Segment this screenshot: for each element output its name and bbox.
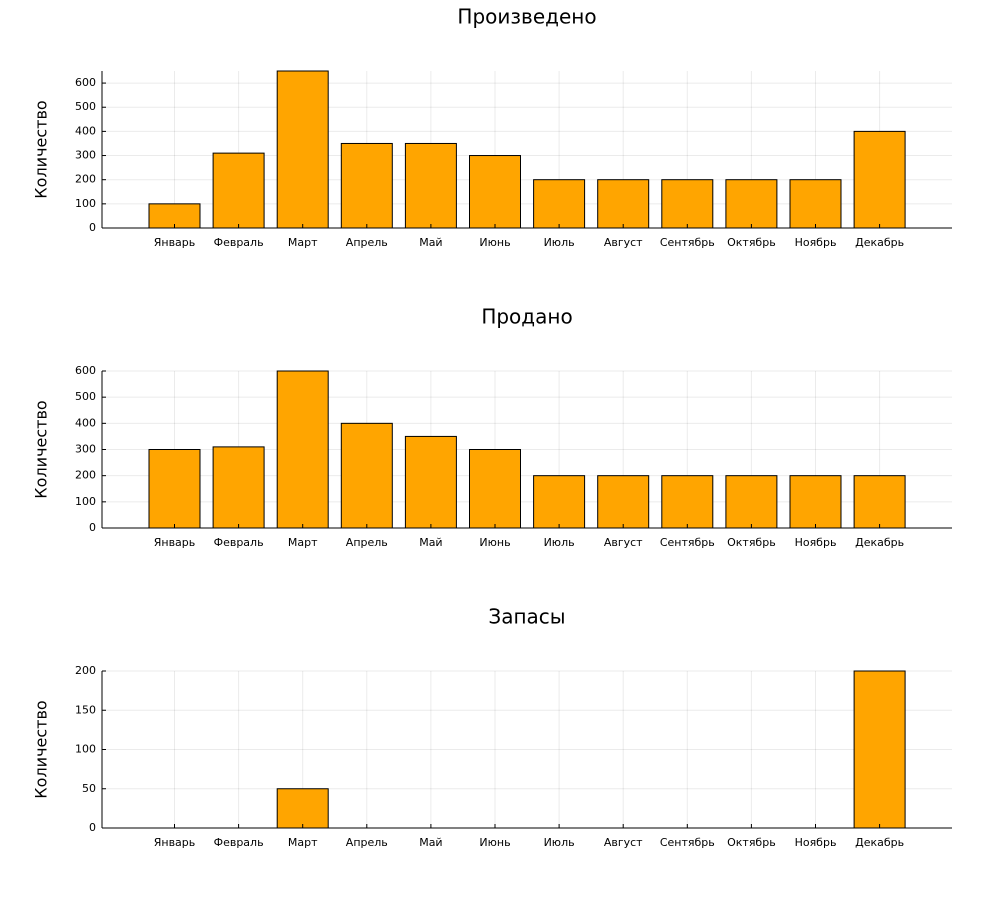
- x-tick-label: Ноябрь: [795, 536, 837, 549]
- y-axis-label: Количество: [32, 100, 51, 198]
- bar-2: [212, 152, 265, 229]
- x-tick-label: Декабрь: [855, 236, 904, 249]
- bar-11: [789, 475, 842, 529]
- x-tick-label: Ноябрь: [795, 836, 837, 849]
- bar-7: [533, 475, 586, 529]
- x-tick-label: Октябрь: [727, 536, 776, 549]
- bar-10: [725, 179, 778, 229]
- bar-5: [404, 142, 457, 229]
- y-tick-label: 500: [75, 100, 96, 113]
- bar-8: [597, 179, 650, 229]
- x-tick-label: Апрель: [346, 236, 388, 249]
- y-tick-label: 100: [75, 743, 96, 756]
- x-tick-label: Июнь: [479, 236, 510, 249]
- bar-9: [661, 179, 714, 229]
- bar-3: [276, 370, 329, 529]
- bar-1: [148, 203, 201, 229]
- bar-12: [853, 130, 906, 229]
- x-tick-label: Январь: [154, 236, 196, 249]
- y-axis-label: Количество: [32, 700, 51, 798]
- x-tick-label: Апрель: [346, 836, 388, 849]
- x-tick-label: Май: [419, 536, 442, 549]
- y-tick-label: 200: [75, 469, 96, 482]
- y-tick-label: 100: [75, 495, 96, 508]
- x-tick-label: Сентябрь: [660, 536, 715, 549]
- bar-11: [789, 179, 842, 229]
- bar-12: [853, 475, 906, 529]
- x-tick-label: Февраль: [214, 236, 264, 249]
- x-tick-label: Февраль: [214, 536, 264, 549]
- bar-2: [212, 446, 265, 529]
- y-tick-label: 400: [75, 124, 96, 137]
- bar-3: [276, 788, 329, 829]
- chart-title: Продано: [481, 305, 572, 329]
- x-tick-label: Март: [288, 836, 318, 849]
- x-tick-label: Декабрь: [855, 536, 904, 549]
- chart-title: Произведено: [457, 5, 596, 29]
- x-tick-label: Август: [604, 536, 643, 549]
- x-tick-label: Август: [604, 836, 643, 849]
- y-tick-label: 600: [75, 364, 96, 377]
- x-tick-label: Сентябрь: [660, 836, 715, 849]
- chart-title: Запасы: [488, 605, 565, 629]
- y-tick-label: 500: [75, 390, 96, 403]
- bar-8: [597, 475, 650, 529]
- y-axis-label: Количество: [32, 400, 51, 498]
- y-tick-label: 50: [82, 782, 96, 795]
- x-tick-label: Июнь: [479, 836, 510, 849]
- x-tick-label: Январь: [154, 836, 196, 849]
- x-tick-label: Сентябрь: [660, 236, 715, 249]
- x-tick-label: Декабрь: [855, 836, 904, 849]
- bar-12: [853, 670, 906, 829]
- bar-5: [404, 435, 457, 529]
- x-tick-label: Июнь: [479, 536, 510, 549]
- bar-6: [469, 155, 521, 229]
- x-tick-label: Ноябрь: [795, 236, 837, 249]
- y-tick-label: 200: [75, 664, 96, 677]
- x-tick-label: Март: [288, 536, 318, 549]
- y-tick-label: 600: [75, 76, 96, 89]
- y-tick-label: 300: [75, 443, 96, 456]
- chart-panel-3: Запасы Количество 0 50 100 150 200 Январь Феврал…: [32, 605, 952, 849]
- chart-panel-2: Продано Количество 0 100 200 300 400 500 600 Янва…: [32, 305, 952, 549]
- y-tick-label: 0: [89, 821, 96, 834]
- x-tick-label: Июль: [544, 836, 575, 849]
- y-tick-label: 150: [75, 703, 96, 716]
- bar-9: [661, 475, 714, 529]
- y-tick-label: 300: [75, 149, 96, 162]
- x-tick-label: Август: [604, 236, 643, 249]
- x-tick-label: Май: [419, 236, 442, 249]
- x-tick-label: Октябрь: [727, 236, 776, 249]
- x-tick-label: Июль: [544, 236, 575, 249]
- x-tick-label: Февраль: [214, 836, 264, 849]
- bar-4: [340, 422, 393, 529]
- chart-panel-1: Произведено Количество 0 100 200 300 400 500 600…: [32, 5, 952, 249]
- y-tick-label: 400: [75, 416, 96, 429]
- bar-1: [148, 449, 201, 529]
- x-tick-label: Апрель: [346, 536, 388, 549]
- y-tick-label: 0: [89, 221, 96, 234]
- y-tick-label: 200: [75, 173, 96, 186]
- bar-7: [533, 179, 586, 229]
- y-tick-label: 0: [89, 521, 96, 534]
- x-tick-label: Март: [288, 236, 318, 249]
- bar-10: [725, 475, 778, 529]
- x-tick-label: Октябрь: [727, 836, 776, 849]
- bar-6: [469, 449, 521, 529]
- bar-3: [276, 70, 329, 229]
- x-tick-label: Май: [419, 836, 442, 849]
- x-tick-label: Июль: [544, 536, 575, 549]
- x-tick-label: Январь: [154, 536, 196, 549]
- bar-4: [340, 142, 393, 229]
- y-tick-label: 100: [75, 197, 96, 210]
